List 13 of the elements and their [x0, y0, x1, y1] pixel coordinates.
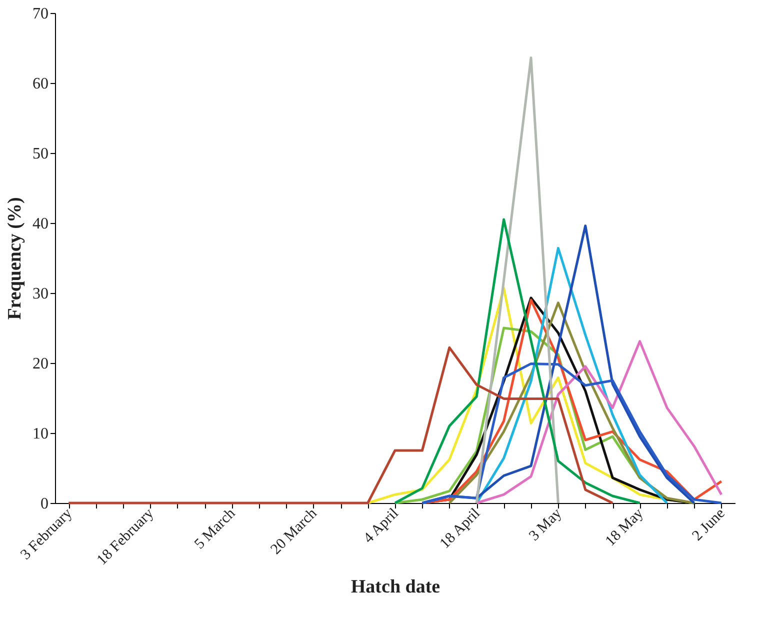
y-tick-label: 60	[32, 76, 48, 92]
x-tick-label: 3 May	[526, 505, 566, 544]
y-tick-label: 70	[32, 6, 48, 22]
y-tick-label: 0	[40, 496, 48, 512]
x-tick-label: 2 June	[690, 505, 729, 544]
y-tick-label: 20	[32, 356, 48, 372]
y-tick-label: 10	[32, 426, 48, 442]
y-axis-title: Frequency (%)	[4, 197, 26, 320]
y-tick-label: 30	[32, 286, 48, 302]
x-tick-label: 18 May	[602, 505, 648, 550]
y-tick-label: 40	[32, 216, 48, 232]
y-tick-label: 50	[32, 146, 48, 162]
x-axis-title: Hatch date	[350, 576, 440, 598]
